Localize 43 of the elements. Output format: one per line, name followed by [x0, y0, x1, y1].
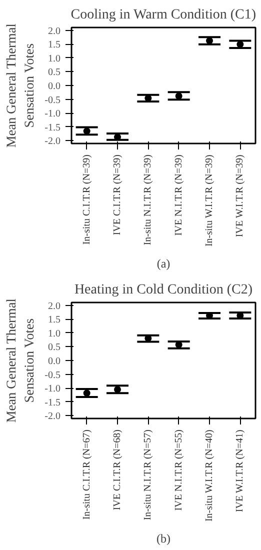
y-axis-title: Mean General Thermal Sensation Votes	[4, 298, 37, 423]
point	[206, 37, 213, 44]
point	[114, 134, 121, 141]
y-tick-label: 1.0	[48, 53, 60, 64]
y-tick-label: 0.5	[48, 67, 60, 78]
x-tick-label: In-situ C.I.T.R (N=67)	[81, 429, 92, 520]
y-tick-label: 0.0	[48, 356, 60, 367]
x-tick-label: IVE N.I.T.R (N=39)	[173, 154, 184, 236]
y-tick-label: 1.5	[48, 314, 60, 326]
y-tick-label: -1.0	[44, 108, 61, 120]
x-tick-label: IVE N.I.T.R (N=55)	[173, 429, 184, 511]
y-tick-label: 0.0	[48, 81, 60, 92]
x-tick-label: In-situ C.I.T.R (N=39)	[81, 154, 92, 245]
x-tick-label: IVE W.I.T.R (N=39)	[234, 154, 246, 238]
x-tick-label: IVE C.I.T.R (N=39)	[112, 154, 123, 236]
y-tick-label: -1.5	[44, 397, 61, 408]
text: (a)	[156, 256, 170, 270]
point	[114, 386, 121, 393]
point	[83, 128, 90, 135]
y-tick-label: 0.5	[48, 342, 60, 354]
chart-title: Heating in Cold Condition (C2)	[74, 282, 253, 298]
y-tick-label: 2.0	[48, 300, 60, 312]
chart-title: Cooling in Warm Condition (C1)	[70, 8, 256, 22]
point	[175, 92, 182, 100]
y-tick-label: -0.5	[44, 370, 61, 381]
y-tick-label: -2.0	[44, 411, 61, 422]
x-tick-label: IVE W.I.T.R (N=41)	[234, 430, 246, 512]
y-tick-label: -1.5	[44, 122, 61, 134]
x-tick-label: In-situ W.I.T.R (N=39)	[204, 154, 215, 247]
x-tick-label: In-situ N.I.T.R (N=39)	[142, 154, 154, 246]
point	[83, 390, 90, 397]
y-tick-label: 1.0	[48, 328, 60, 340]
x-tick-label: In-situ N.I.T.R (N=57)	[142, 430, 154, 520]
point	[236, 40, 244, 48]
y-axis-title: Mean General Thermal Sensation Votes	[4, 23, 37, 148]
x-tick-label: In-situ W.I.T.R (N=40)	[204, 430, 215, 522]
text: (b)	[156, 532, 171, 546]
y-tick-label: -0.5	[44, 94, 61, 106]
y-tick-label: 2.0	[48, 26, 60, 37]
y-tick-label: -2.0	[44, 136, 61, 148]
x-tick-label: IVE C.I.T.R (N=68)	[112, 430, 123, 510]
y-tick-label: 1.5	[48, 40, 60, 51]
y-tick-label: -1.0	[44, 384, 61, 395]
